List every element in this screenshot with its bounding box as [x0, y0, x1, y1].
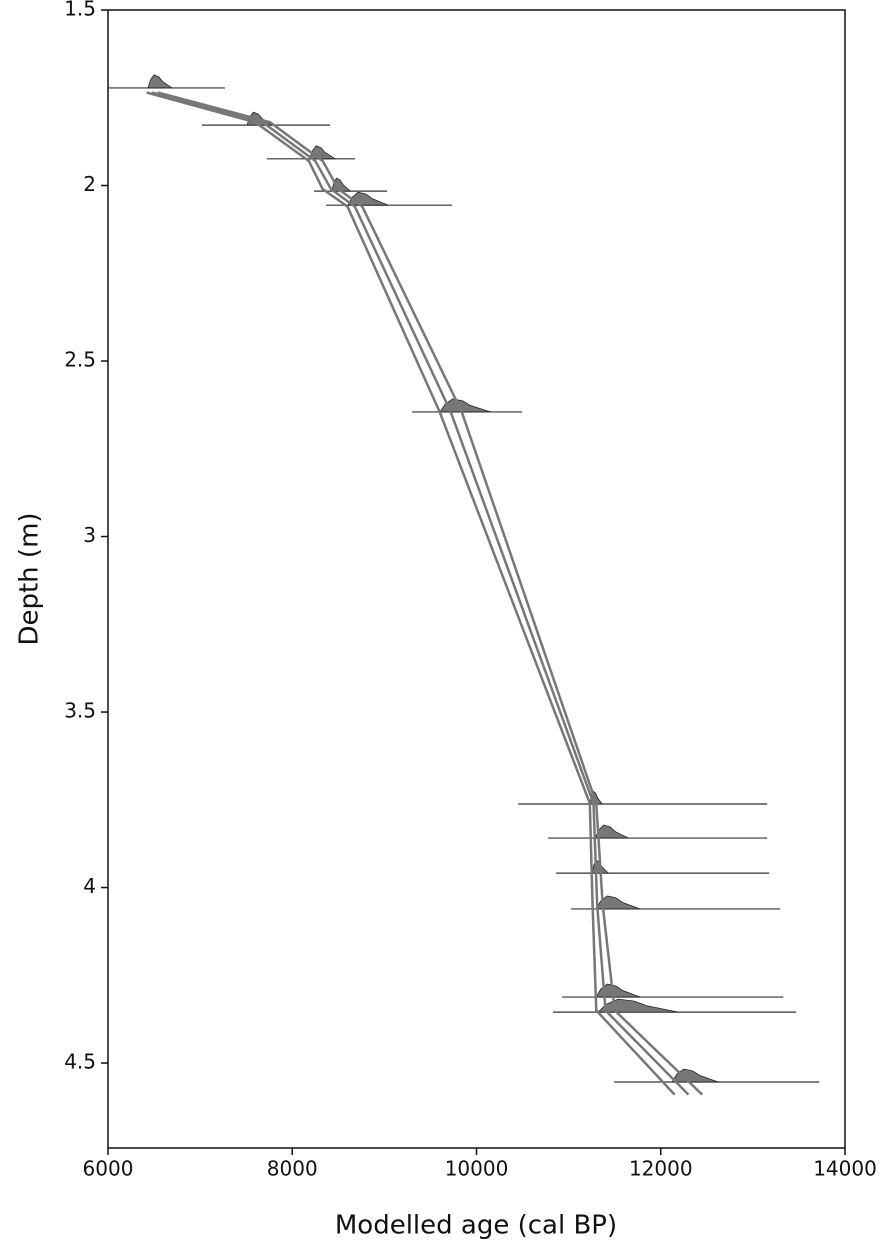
y-tick-label: 2 [83, 172, 96, 196]
x-tick-label: 10000 [445, 1157, 509, 1181]
y-tick-label: 3.5 [64, 699, 96, 723]
y-tick-label: 1.5 [64, 0, 96, 21]
y-tick-label: 4 [83, 874, 96, 898]
x-tick-label: 8000 [267, 1157, 318, 1181]
y-tick-label: 2.5 [64, 348, 96, 372]
plot-frame [107, 9, 846, 1149]
sample-distribution [597, 998, 679, 1013]
sample-distribution [594, 824, 629, 839]
sample-distribution [595, 983, 641, 998]
age-model-line [146, 91, 676, 1096]
age-model-line [151, 91, 690, 1096]
sample-distribution [347, 191, 389, 206]
y-tick-label: 3 [83, 523, 96, 547]
x-tick-label: 14000 [813, 1157, 877, 1181]
x-tick-label: 6000 [83, 1157, 134, 1181]
sample-distribution [309, 145, 337, 160]
x-axis-title: Modelled age (cal BP) [335, 1211, 617, 1241]
y-tick-label: 4.5 [64, 1050, 96, 1074]
y-axis-title: Depth (m) [15, 512, 45, 645]
sample-distribution [147, 74, 174, 89]
x-tick-label: 12000 [629, 1157, 693, 1181]
sample-distribution [671, 1068, 719, 1083]
age-model-line [157, 91, 704, 1096]
